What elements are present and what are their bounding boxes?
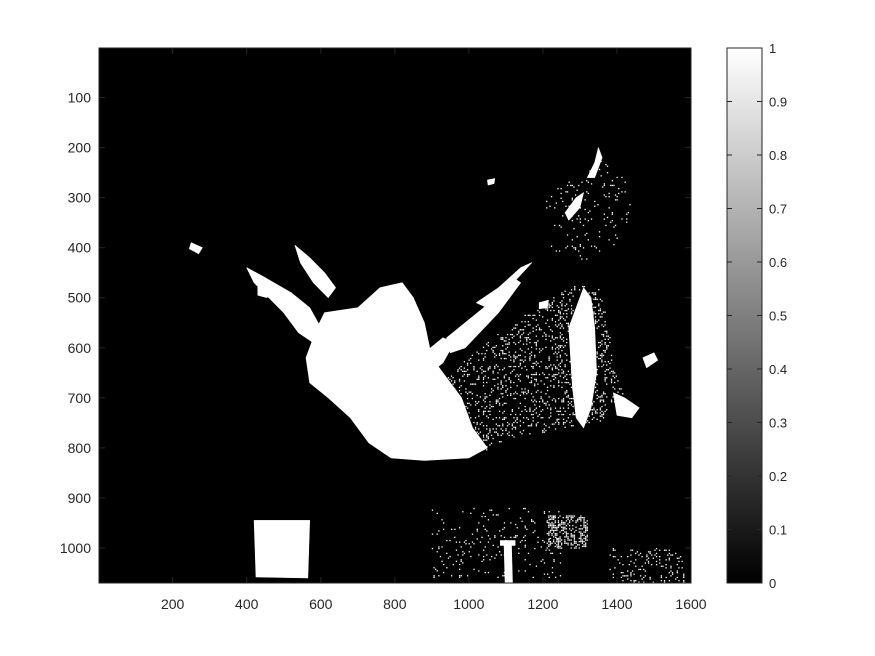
colorbar-tick-label: 0.2 [769,469,787,484]
image-axes: 200 400 600 800 1000 1200 1400 1600 100 200 300 40… [60,47,707,612]
colorbar-gradient [726,47,763,584]
speckle-bottom-right-speckle [609,548,685,583]
colorbar-tick-label: 0.8 [769,148,787,163]
x-tick-label: 200 [161,596,185,612]
x-tick-label: 1200 [527,596,558,612]
y-axis-ticks: 100 200 300 400 500 600 700 800 900 1000 [60,90,691,556]
colorbar-tick-label: 0.1 [769,523,787,538]
region-right-cliff-band [568,287,597,429]
speckle-upper-right-speckle [546,160,631,260]
region-middle-ledge [401,337,455,381]
x-axis-ticks: 200 400 600 800 1000 1200 1400 1600 [161,48,707,612]
x-tick-label: 1400 [601,596,632,612]
speckle-bottom-middle-speckle [431,507,562,578]
region-upper-ridge-tongue [475,262,533,309]
colorbar-tick-label: 0.4 [769,362,787,377]
region-upper-right-tip [586,147,603,178]
y-tick-label: 800 [68,440,92,456]
y-tick-label: 500 [68,290,92,306]
colorbar-tick-label: 1 [769,41,776,56]
colorbar-tick-label: 0 [769,576,776,591]
image-regions [189,147,685,583]
region-left-edge-fleck [189,242,203,254]
region-top-center-fleck [487,178,496,186]
region-post-cap [499,540,516,546]
speckle-right-slope-speckle [446,285,624,451]
x-tick-label: 600 [309,596,333,612]
colorbar-tick-label: 0.7 [769,202,787,217]
y-tick-label: 100 [68,90,92,106]
x-tick-label: 800 [383,596,407,612]
y-tick-label: 200 [68,140,92,156]
y-tick-label: 1000 [60,540,91,556]
y-tick-label: 300 [68,190,92,206]
region-left-patch [257,277,270,299]
y-tick-label: 600 [68,340,92,356]
x-tick-label: 1600 [675,596,706,612]
colorbar-tick-label: 0.9 [769,95,787,110]
colorbar: 0 0.1 0.2 0.3 0.4 0.5 0.6 0.7 0.8 0.9 1 [726,41,787,591]
region-left-ridge-upper [294,244,336,299]
colorbar-tick-label: 0.6 [769,255,787,270]
x-tick-label: 400 [235,596,259,612]
y-tick-label: 400 [68,240,92,256]
colorbar-tick-label: 0.3 [769,416,787,431]
region-right-lower-patch [612,392,640,419]
colorbar-tick-label: 0.5 [769,309,787,324]
y-tick-label: 900 [68,490,92,506]
colorbar-ticks: 0 0.1 0.2 0.3 0.4 0.5 0.6 0.7 0.8 0.9 1 [727,41,787,591]
y-tick-label: 700 [68,390,92,406]
region-signboard [253,520,311,579]
x-tick-label: 1000 [453,596,484,612]
region-central-snowfield [305,282,488,461]
region-upper-right-streak [564,192,584,221]
region-right-knob [642,352,659,369]
